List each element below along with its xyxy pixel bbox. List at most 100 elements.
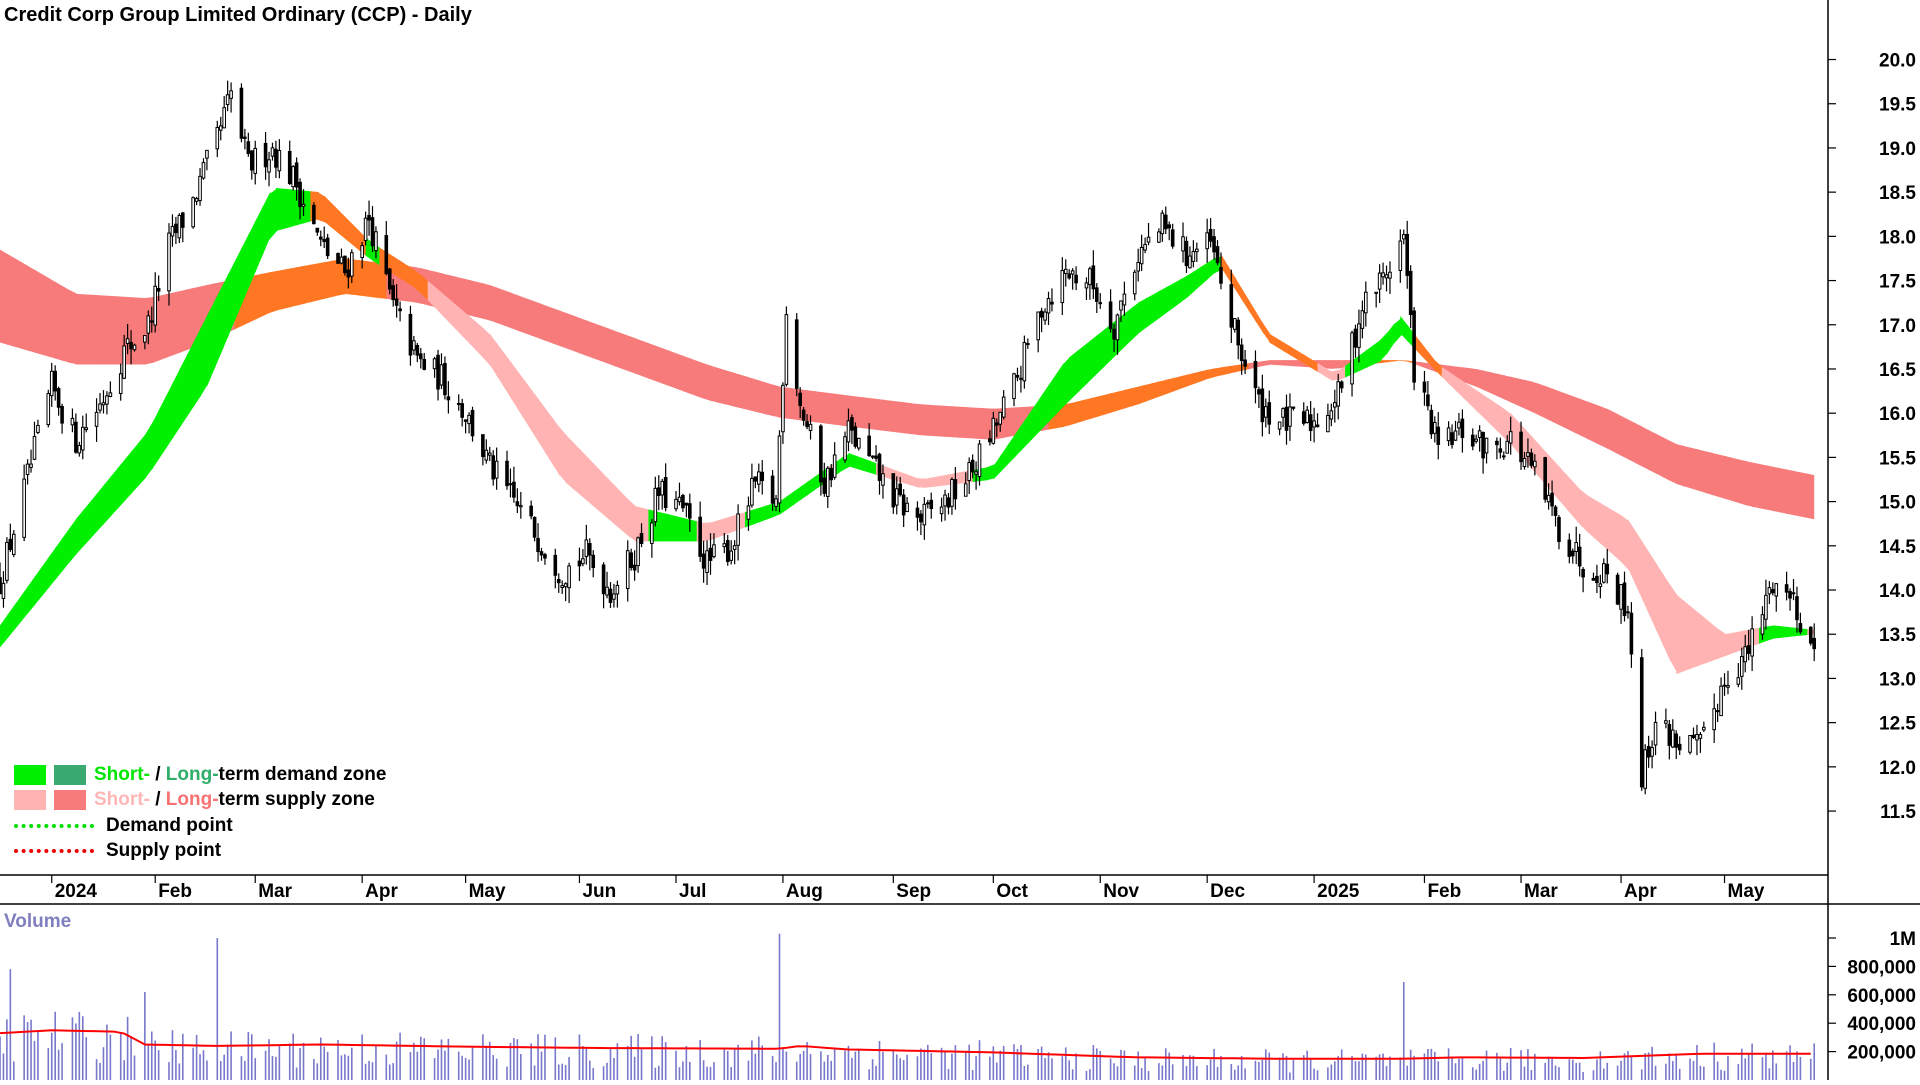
short-term-zone-segment (462, 310, 471, 345)
date-tick-label: May (469, 881, 506, 902)
short-term-zone-segment (662, 512, 671, 542)
long-term-zone-segment (172, 290, 181, 356)
candle-body (1546, 494, 1551, 503)
short-term-zone-segment (931, 476, 940, 488)
short-term-zone-segment (0, 613, 9, 648)
short-term-zone-segment (1227, 265, 1237, 291)
candle-body (650, 522, 654, 544)
short-term-zone-segment (1572, 481, 1582, 526)
candle-body (1784, 584, 1789, 593)
short-term-zone-segment (1379, 331, 1388, 362)
candle-body (1191, 251, 1196, 262)
candle-body (94, 411, 99, 427)
short-term-zone-segment (124, 450, 133, 502)
candle-body (1405, 233, 1410, 276)
volume-tick-label: 400,000 (1847, 1014, 1916, 1035)
long-term-zone-segment (1165, 377, 1175, 395)
candle-body (1798, 623, 1803, 633)
long-term-zone-segment (1793, 470, 1802, 517)
candle-body (1060, 270, 1065, 304)
short-term-zone-segment (517, 370, 526, 422)
candle-body (56, 388, 61, 408)
price-tick-label: 16.5 (1879, 360, 1916, 381)
candle-body (1788, 591, 1792, 599)
candle-body (553, 554, 558, 576)
short-term-zone-segment (1331, 369, 1340, 381)
candle-body (974, 471, 978, 475)
long-term-zone-segment (945, 405, 954, 438)
long-term-zone-segment (1379, 360, 1388, 364)
candle-body (1533, 460, 1537, 468)
candle-body (608, 588, 613, 603)
short-term-zone-segment (655, 511, 664, 542)
short-term-zone-segment (689, 519, 699, 542)
long-term-zone-segment (1614, 412, 1623, 457)
candle-body (867, 435, 871, 457)
candle-body (1353, 328, 1358, 348)
candle-body (274, 148, 278, 168)
short-term-zone-segment (979, 467, 988, 482)
long-term-zone-segment (965, 407, 975, 439)
long-term-zone-segment (1393, 360, 1402, 362)
short-term-zone-segment (1338, 364, 1347, 381)
short-term-zone-segment (496, 342, 505, 389)
demand-point-swatch (14, 823, 94, 828)
candle-body (1157, 231, 1161, 243)
short-term-zone-segment (1220, 254, 1230, 281)
candle-body (263, 142, 268, 168)
short-term-zone-segment (413, 269, 423, 295)
short-term-zone-segment (1724, 632, 1733, 657)
candle-body (298, 181, 302, 208)
short-term-zone-segment (586, 455, 595, 508)
candle-body (446, 396, 451, 401)
long-term-zone-segment (331, 259, 340, 298)
long-term-zone-segment (738, 374, 747, 410)
legend-sep: / (149, 789, 166, 811)
short-term-zone-segment (96, 483, 105, 532)
short-term-zone-segment (1289, 346, 1299, 361)
candle-body (463, 419, 468, 422)
candle-body (1543, 457, 1547, 500)
candle-body (443, 362, 447, 396)
candle-body (201, 162, 206, 179)
short-term-zone-segment (172, 367, 181, 439)
long-term-zone-segment (1207, 368, 1216, 380)
short-term-zone-segment (1358, 349, 1368, 372)
short-term-zone-segment (1731, 631, 1740, 654)
short-term-zone-segment (475, 321, 485, 359)
long-term-zone-segment (1186, 372, 1195, 387)
short-term-zone-segment (1007, 433, 1016, 466)
long-term-zone-segment (1552, 388, 1561, 426)
long-term-zone-segment (751, 378, 761, 413)
candle-body (1639, 657, 1644, 788)
candle-body (760, 471, 765, 482)
legend: Short- / Long- term demand zone Short- /… (14, 762, 386, 864)
long-term-zone-segment (462, 278, 471, 316)
candle-body (46, 393, 51, 426)
short-term-zone-segment (1696, 611, 1706, 667)
candle-body (1257, 389, 1261, 395)
short-term-zone-segment (579, 448, 588, 502)
candle-body (556, 579, 561, 584)
short-term-zone-segment (1145, 294, 1154, 329)
long-term-zone-segment (903, 402, 912, 435)
short-term-zone-segment (1558, 466, 1568, 510)
candle-body (1219, 267, 1223, 284)
candle-body (870, 455, 875, 458)
short-term-zone-segment (1786, 626, 1795, 638)
long-term-zone-segment (110, 295, 119, 365)
long-term-zone-segment (855, 396, 864, 429)
short-term-zone-segment (1207, 257, 1216, 280)
candle-body (881, 473, 885, 486)
candle-body (1091, 265, 1096, 290)
long-term-zone-segment (813, 391, 823, 424)
short-term-zone-segment (538, 398, 547, 455)
short-term-zone-segment (400, 260, 409, 284)
candle-body (129, 341, 133, 350)
candle-body (1481, 431, 1485, 459)
short-term-zone-segment (1434, 360, 1444, 379)
long-term-zone-segment (744, 376, 754, 412)
price-tick-label: 11.5 (1880, 802, 1916, 823)
short-term-zone-segment (1386, 323, 1395, 355)
long-term-zone-segment (1738, 459, 1747, 506)
